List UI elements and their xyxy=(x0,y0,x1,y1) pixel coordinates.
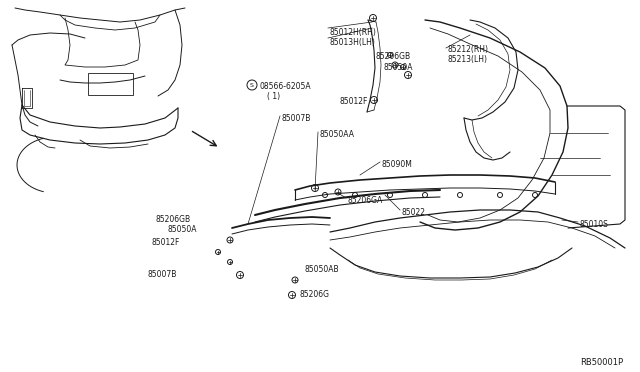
Text: 85012F: 85012F xyxy=(340,97,369,106)
Text: 85212(RH): 85212(RH) xyxy=(448,45,489,54)
Text: 85206GA: 85206GA xyxy=(348,196,383,205)
Text: 85007B: 85007B xyxy=(282,114,312,123)
Text: 85022: 85022 xyxy=(402,208,426,217)
Text: 85050AA: 85050AA xyxy=(320,130,355,139)
Text: 85007B: 85007B xyxy=(148,270,177,279)
Text: 85050A: 85050A xyxy=(384,63,413,72)
Text: RB50001P: RB50001P xyxy=(580,358,623,367)
Bar xyxy=(88,73,133,95)
Text: ( 1): ( 1) xyxy=(267,92,280,101)
Text: 85206GB: 85206GB xyxy=(376,52,411,61)
Text: 85213(LH): 85213(LH) xyxy=(448,55,488,64)
Text: 85206G: 85206G xyxy=(300,290,330,299)
Text: 85013H(LH): 85013H(LH) xyxy=(330,38,376,47)
Text: 85050A: 85050A xyxy=(168,225,198,234)
Text: 85050AB: 85050AB xyxy=(305,265,340,274)
Text: S: S xyxy=(250,83,254,87)
Text: 08566-6205A: 08566-6205A xyxy=(260,82,312,91)
Text: 85012H(RH): 85012H(RH) xyxy=(330,28,377,37)
Text: 85012F: 85012F xyxy=(152,238,180,247)
Text: 85090M: 85090M xyxy=(382,160,413,169)
Text: 85206GB: 85206GB xyxy=(155,215,190,224)
Text: 85010S: 85010S xyxy=(580,220,609,229)
